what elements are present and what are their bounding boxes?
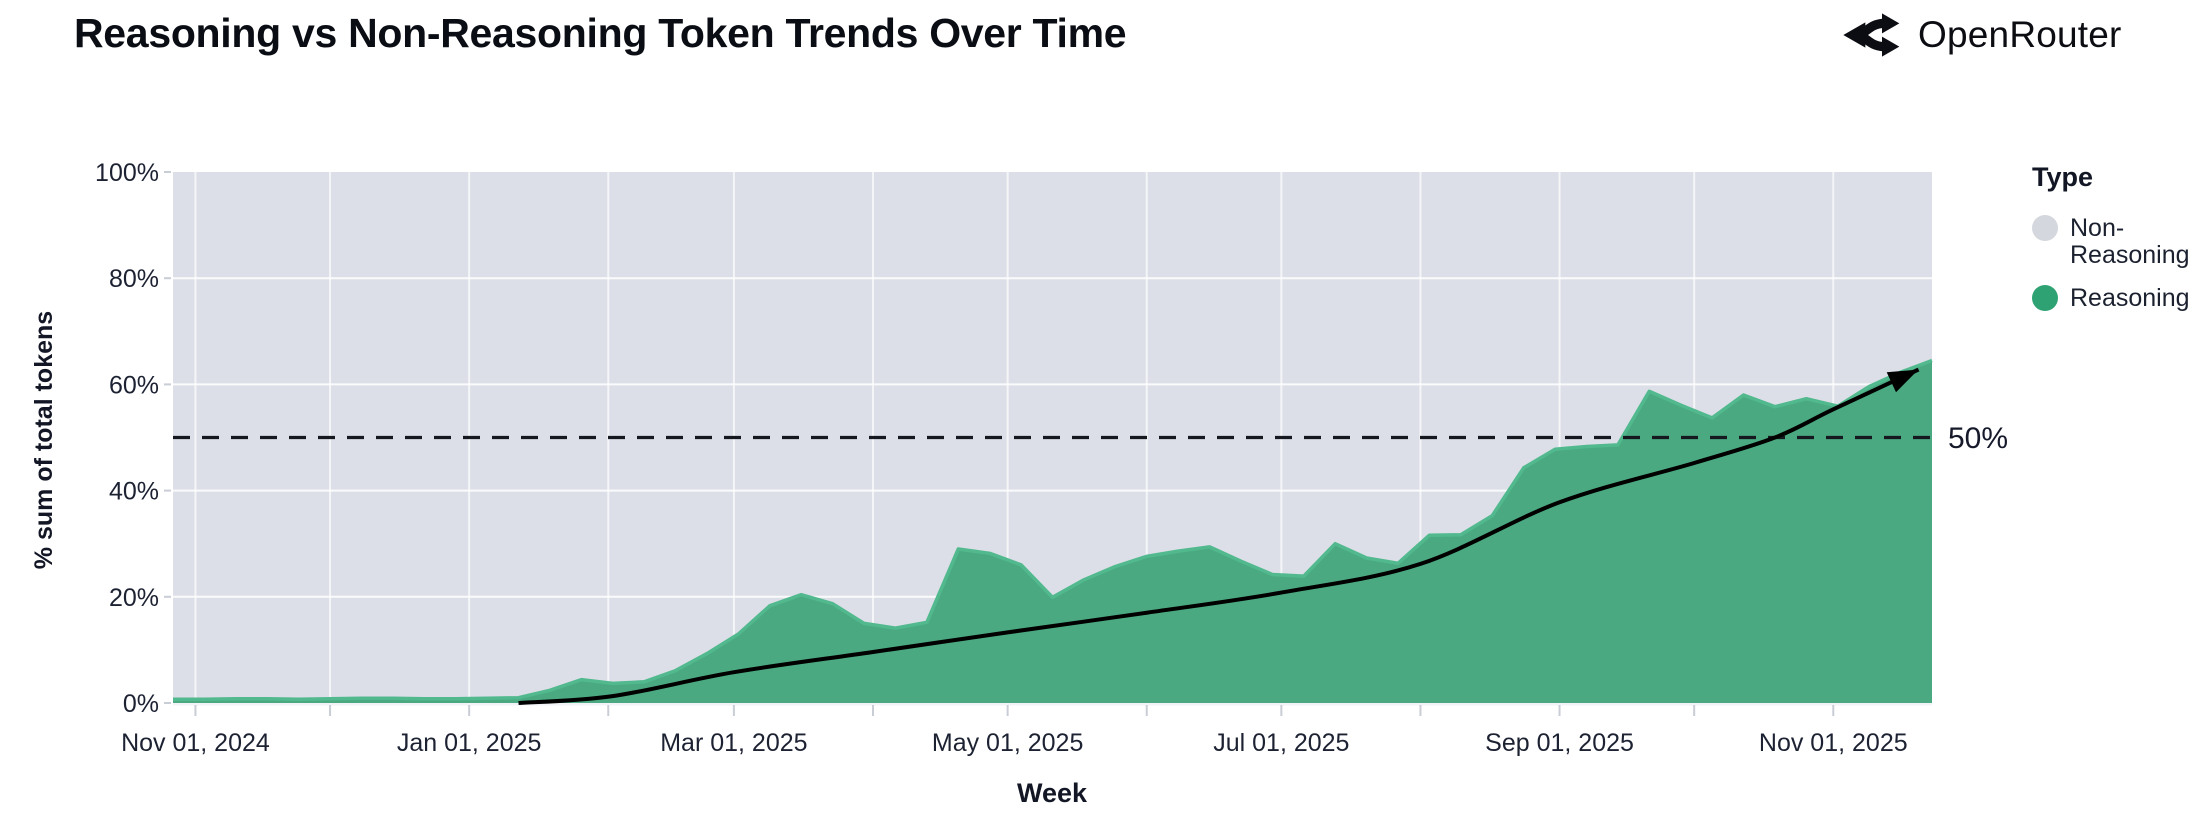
y-tick-label: 20% — [109, 584, 159, 612]
openrouter-logo: OpenRouter — [1840, 8, 2122, 62]
reasoning-area-series[interactable] — [173, 358, 1933, 704]
legend-title: Type — [2032, 162, 2094, 192]
annotation-layer — [173, 367, 1940, 705]
y-tick-label: 60% — [109, 371, 159, 399]
legend-item-reasoning[interactable]: Reasoning — [2032, 285, 2200, 312]
y-tick-label: 80% — [109, 265, 159, 293]
y-tick-label: 40% — [109, 478, 159, 506]
y-tick-label: 100% — [95, 159, 159, 187]
x-tick-label: Sep 01, 2025 — [1485, 729, 1634, 757]
legend-item-non-reasoning[interactable]: Non-Reasoning — [2032, 215, 2200, 269]
x-tick-label: Jan 01, 2025 — [397, 729, 542, 757]
y-axis-title: % sum of total tokens — [30, 311, 58, 569]
openrouter-logo-icon — [1843, 13, 1900, 57]
x-tick-label: Nov 01, 2025 — [1759, 729, 1908, 757]
x-tick-label: Mar 01, 2025 — [660, 729, 807, 757]
legend-label-reasoning: Reasoning — [2070, 284, 2190, 312]
reasoning-dot-icon — [2032, 285, 2058, 311]
x-tick-label: May 01, 2025 — [932, 729, 1084, 757]
y-tick-label: 0% — [123, 690, 159, 718]
axis-layer: 0% 20% 40% 60% 80% 100% Nov 01, 2024 Jan 01, 20… — [95, 159, 1908, 757]
non-reasoning-dot-icon — [2032, 215, 2058, 241]
x-tick-label: Nov 01, 2024 — [121, 729, 270, 757]
legend-label-non-reasoning: Non-Reasoning — [2070, 214, 2190, 269]
openrouter-logo-text: OpenRouter — [1918, 14, 2122, 55]
page-title: Reasoning vs Non-Reasoning Token Trends … — [74, 10, 1127, 56]
x-axis-title: Week — [1017, 778, 1088, 808]
legend: Type Non-Reasoning Reasoning — [2032, 162, 2200, 328]
x-tick-label: Jul 01, 2025 — [1213, 729, 1349, 757]
fifty-percent-label: 50% — [1948, 422, 2008, 455]
